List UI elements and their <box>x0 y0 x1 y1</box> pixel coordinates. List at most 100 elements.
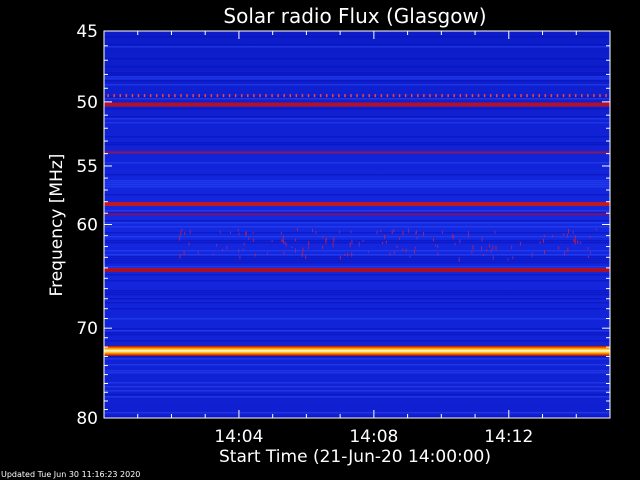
burst-speck <box>179 234 181 239</box>
noise-stripe <box>104 328 610 330</box>
noise-stripe <box>104 302 610 304</box>
burst-speck <box>283 251 285 255</box>
burst-speck <box>338 230 340 233</box>
burst-speck <box>495 245 497 251</box>
noise-stripe <box>104 186 610 188</box>
burst-speck <box>468 234 470 239</box>
burst-speck <box>415 231 417 235</box>
burst-dot <box>593 94 595 98</box>
noise-stripe <box>104 108 610 110</box>
burst-speck <box>351 252 353 257</box>
burst-specks <box>107 94 607 262</box>
burst-dot <box>216 94 219 98</box>
burst-dot <box>174 94 176 98</box>
burst-speck <box>409 255 411 258</box>
noise-stripe <box>104 142 610 144</box>
burst-speck <box>589 236 591 239</box>
noise-stripe <box>104 226 610 228</box>
burst-dot <box>307 94 310 98</box>
burst-speck <box>347 253 349 257</box>
burst-dot <box>447 94 449 98</box>
burst-speck <box>489 244 491 248</box>
noise-stripe <box>104 212 610 214</box>
noise-stripe <box>104 74 610 76</box>
x-tick-label: 14:04 <box>214 427 263 447</box>
noise-stripe <box>104 294 610 296</box>
burst-dot <box>362 94 364 98</box>
noise-stripe <box>104 76 610 78</box>
updated-timestamp: Updated Tue Jun 30 11:16:23 2020 <box>1 470 141 479</box>
burst-dot <box>386 94 389 98</box>
noise-stripe <box>104 236 610 238</box>
burst-speck <box>531 252 533 258</box>
emission-band <box>104 213 610 216</box>
burst-speck <box>435 244 437 247</box>
noise-stripe <box>104 254 610 256</box>
burst-speck <box>454 243 456 246</box>
burst-speck <box>567 247 569 253</box>
burst-dot <box>356 94 358 98</box>
noise-stripe <box>104 330 610 332</box>
burst-dot <box>417 94 419 98</box>
burst-speck <box>197 251 199 255</box>
burst-speck <box>380 229 382 233</box>
burst-speck <box>308 241 310 246</box>
y-tick-label: 45 <box>76 22 98 42</box>
burst-dot <box>483 94 486 98</box>
burst-dot <box>404 94 407 98</box>
noise-stripe <box>104 260 610 262</box>
noise-stripe <box>104 184 610 186</box>
burst-speck <box>492 245 494 251</box>
burst-speck <box>376 230 378 235</box>
burst-speck <box>595 228 597 231</box>
burst-dot <box>149 94 152 98</box>
burst-dot <box>277 94 279 98</box>
burst-speck <box>580 241 582 245</box>
burst-speck <box>307 246 309 249</box>
noise-stripe <box>104 332 610 334</box>
burst-speck <box>482 253 484 257</box>
y-axis: 45 50 55 60 70 80 <box>76 22 610 429</box>
x-axis-label: Start Time (21-Jun-20 14:00:00) <box>219 447 491 467</box>
burst-speck <box>285 243 287 247</box>
noise-stripe <box>104 280 610 282</box>
burst-dot <box>228 94 231 98</box>
noise-stripe <box>104 266 610 268</box>
burst-speck <box>415 230 417 233</box>
burst-dot <box>453 94 455 98</box>
noise-stripe <box>104 122 610 124</box>
burst-speck <box>296 227 298 232</box>
burst-speck <box>216 243 218 247</box>
burst-speck <box>180 230 182 235</box>
burst-speck <box>281 239 283 243</box>
y-tick-label: 50 <box>76 93 98 113</box>
burst-dot <box>192 94 194 98</box>
burst-speck <box>367 251 369 254</box>
burst-speck <box>219 230 221 234</box>
noise-stripe <box>104 84 610 86</box>
burst-dot <box>477 94 480 98</box>
noise-stripe <box>104 194 610 196</box>
burst-dot <box>374 94 377 98</box>
burst-speck <box>344 253 346 256</box>
burst-dot <box>495 94 498 98</box>
noise-stripe <box>104 182 610 184</box>
burst-dot <box>532 94 534 98</box>
noise-stripe <box>104 356 610 358</box>
noise-stripe <box>104 370 610 372</box>
burst-speck <box>507 258 509 261</box>
burst-dot <box>234 94 237 98</box>
burst-speck <box>282 237 284 243</box>
burst-speck <box>362 239 364 243</box>
burst-speck <box>302 247 304 252</box>
burst-speck <box>178 237 180 241</box>
noise-stripe <box>104 174 610 176</box>
burst-dot <box>210 94 213 98</box>
burst-dot <box>344 94 346 98</box>
burst-speck <box>577 240 579 244</box>
noise-stripe <box>104 118 610 120</box>
burst-dot <box>137 94 140 98</box>
burst-speck <box>349 242 351 248</box>
burst-speck <box>226 245 228 250</box>
noise-stripe <box>104 292 610 294</box>
